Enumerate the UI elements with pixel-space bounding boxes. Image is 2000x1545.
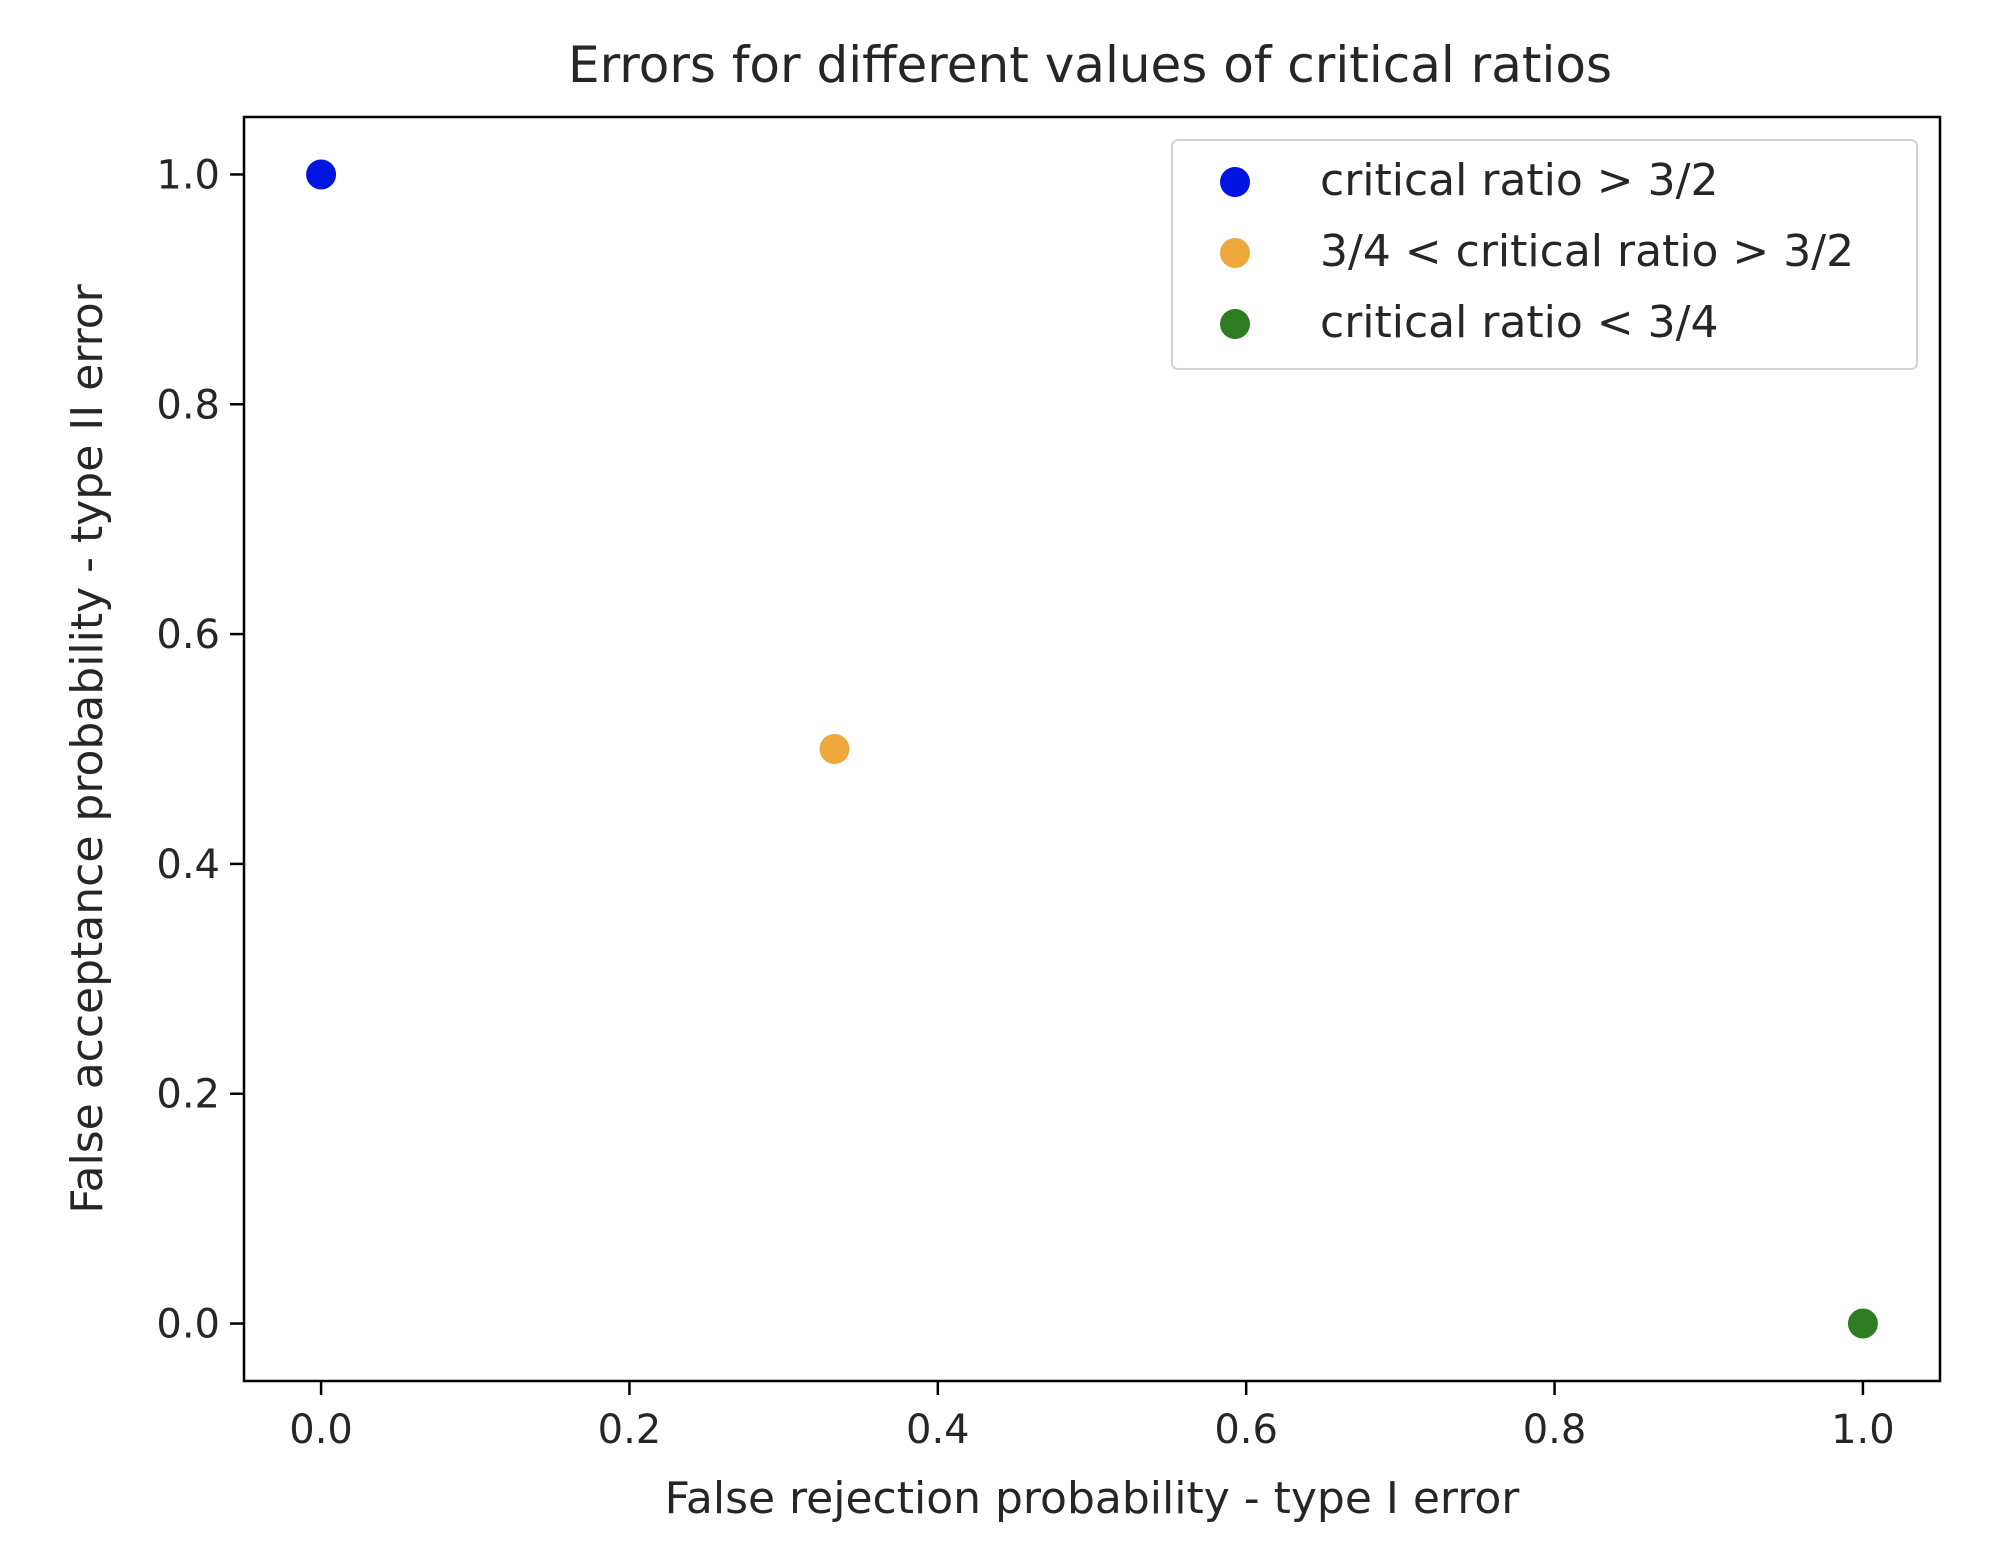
data-point-series-1 <box>819 734 850 764</box>
x-axis-label: False rejection probability - type I err… <box>665 1473 1521 1524</box>
y-tick-label: 0.6 <box>156 612 220 658</box>
data-points <box>306 159 1878 1339</box>
y-tick-label: 0.0 <box>156 1302 220 1348</box>
x-tick-label: 0.6 <box>1214 1407 1278 1453</box>
x-tick-label: 0.0 <box>289 1407 353 1453</box>
data-point-series-0 <box>306 159 337 190</box>
y-tick-label: 1.0 <box>156 152 220 198</box>
y-tick-label: 0.4 <box>156 842 220 888</box>
legend-marker <box>1220 238 1250 268</box>
x-axis: 0.0 0.2 0.4 0.6 0.8 1.0 <box>289 1381 1895 1453</box>
chart-title: Errors for different values of critical … <box>568 36 1612 94</box>
legend-marker <box>1220 309 1250 339</box>
legend-box <box>1171 139 1918 370</box>
y-tick-label: 0.8 <box>156 382 220 428</box>
legend-marker <box>1220 167 1250 197</box>
x-tick-label: 1.0 <box>1831 1407 1895 1453</box>
x-tick-label: 0.2 <box>598 1407 662 1453</box>
x-tick-label: 0.8 <box>1523 1407 1587 1453</box>
y-tick-label: 0.2 <box>156 1072 220 1118</box>
legend-label: critical ratio > 3/2 <box>1320 155 1718 206</box>
legend-label: critical ratio < 3/4 <box>1320 297 1718 348</box>
legend: critical ratio > 3/2 3/4 < critical ratio… <box>1171 139 1918 370</box>
x-tick-label: 0.4 <box>906 1407 970 1453</box>
data-point-series-2 <box>1847 1308 1878 1339</box>
y-axis: 0.0 0.2 0.4 0.6 0.8 1.0 <box>156 152 244 1348</box>
legend-label: 3/4 < critical ratio > 3/2 <box>1320 226 1854 277</box>
y-axis-label: False acceptance probability - type II e… <box>62 283 113 1213</box>
